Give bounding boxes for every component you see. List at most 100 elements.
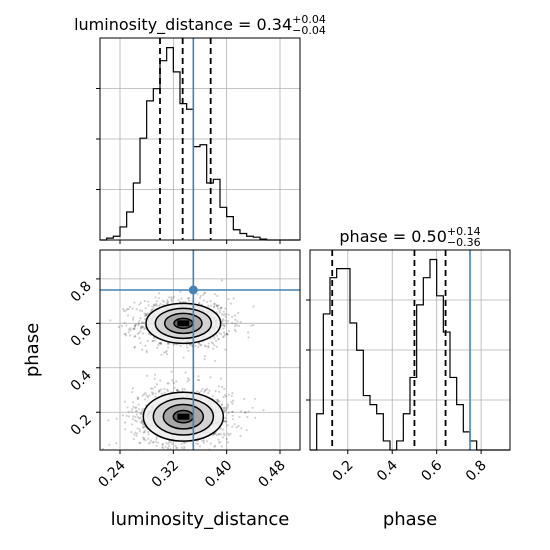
scatter-point: [184, 460, 186, 462]
scatter-point: [132, 316, 135, 319]
scatter-point: [133, 327, 136, 330]
scatter-point: [142, 438, 146, 441]
scatter-point: [154, 304, 157, 307]
scatter-point: [161, 442, 164, 446]
scatter-point: [152, 303, 155, 306]
scatter-point: [154, 440, 158, 443]
scatter-point: [203, 292, 206, 295]
scatter-point: [199, 452, 201, 454]
scatter-point: [204, 291, 207, 294]
scatter-point: [158, 297, 161, 300]
scatter-point: [197, 379, 201, 382]
scatter-point: [151, 387, 154, 390]
scatter-point: [216, 398, 220, 402]
scatter-point: [196, 378, 199, 382]
scatter-point: [218, 432, 221, 436]
scatter-point: [226, 403, 230, 406]
scatter-point: [217, 385, 220, 388]
scatter-point: [128, 305, 132, 308]
scatter-point: [228, 329, 231, 333]
phase-tick-label: 0.2: [330, 458, 357, 485]
scatter-point: [221, 313, 224, 316]
scatter-point: [163, 387, 166, 391]
scatter-point: [219, 307, 222, 310]
scatter-point: [174, 444, 177, 447]
scatter-point: [159, 342, 162, 345]
scatter-point: [171, 379, 174, 382]
scatter-point: [140, 412, 143, 415]
scatter-point: [221, 385, 224, 389]
scatter-point: [171, 297, 174, 300]
scatter-point: [115, 442, 118, 445]
scatter-point: [230, 394, 233, 398]
scatter-point: [222, 406, 226, 409]
scatter-point: [125, 324, 128, 327]
phase-marginal-frame: [309, 249, 511, 451]
scatter-point: [220, 306, 223, 310]
scatter-point: [153, 456, 155, 458]
scatter-point: [175, 447, 178, 450]
scatter-point: [226, 332, 229, 336]
scatter-point: [247, 336, 250, 339]
scatter-point: [133, 345, 136, 349]
scatter-point: [219, 427, 222, 430]
scatter-point: [218, 400, 221, 403]
scatter-point: [201, 387, 204, 391]
scatter-point: [213, 305, 216, 308]
scatter-point: [245, 428, 248, 432]
scatter-point: [149, 439, 153, 442]
scatter-point: [227, 319, 230, 323]
scatter-point: [138, 331, 141, 334]
scatter-point: [167, 442, 170, 445]
scatter-point: [126, 308, 129, 311]
scatter-point: [139, 341, 142, 344]
scatter-point: [160, 392, 164, 395]
scatter-point: [160, 388, 163, 391]
scatter-point: [211, 395, 214, 398]
scatter-point: [226, 407, 229, 410]
scatter-point: [204, 345, 208, 348]
scatter-point: [115, 417, 118, 420]
scatter-point: [152, 441, 155, 444]
scatter-point: [181, 300, 185, 304]
scatter-point: [161, 299, 165, 302]
scatter-point: [138, 309, 141, 312]
scatter-point: [147, 300, 150, 303]
scatter-point: [137, 322, 140, 325]
scatter-point: [196, 442, 199, 446]
scatter-point: [161, 445, 164, 449]
scatter-point: [135, 432, 139, 435]
scatter-point: [218, 332, 221, 335]
scatter-point: [151, 339, 154, 343]
scatter-point: [246, 331, 250, 334]
scatter-point: [141, 332, 145, 335]
scatter-point: [170, 370, 173, 373]
scatter-point: [173, 386, 176, 389]
scatter-point: [125, 334, 128, 337]
scatter-point: [199, 451, 201, 453]
scatter-point: [135, 410, 139, 413]
scatter-point: [153, 456, 155, 458]
scatter-point: [185, 343, 188, 346]
scatter-point: [222, 335, 225, 338]
scatter-point: [146, 395, 150, 399]
scatter-point: [220, 279, 224, 282]
scatter-point: [142, 321, 146, 324]
scatter-point: [158, 341, 161, 345]
scatter-point: [146, 374, 149, 377]
scatter-point: [139, 416, 142, 419]
scatter-point: [143, 317, 147, 321]
scatter-point: [141, 309, 144, 313]
scatter-point: [220, 306, 223, 309]
scatter-point: [127, 308, 130, 311]
scatter-point: [123, 400, 126, 403]
scatter-point: [132, 327, 135, 330]
scatter-point: [142, 431, 145, 434]
scatter-point: [207, 346, 210, 349]
scatter-point: [231, 392, 234, 395]
scatter-point: [154, 395, 157, 398]
scatter-point: [157, 344, 160, 347]
scatter-point: [136, 416, 140, 419]
scatter-point: [126, 314, 130, 317]
scatter-point: [247, 410, 250, 413]
